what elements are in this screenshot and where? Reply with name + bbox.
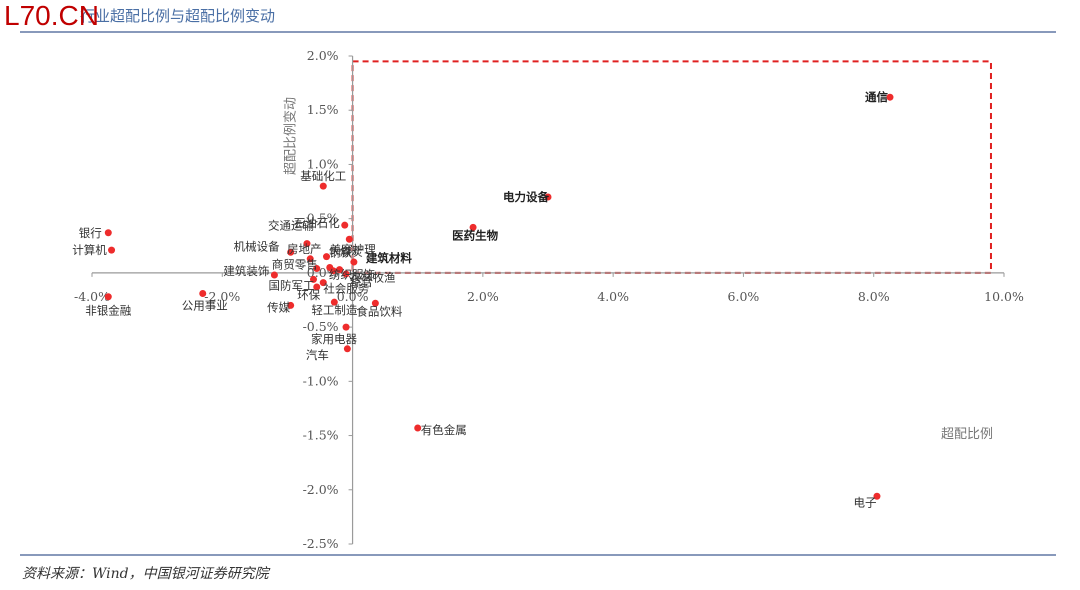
- point-label: 商贸零售: [272, 258, 318, 272]
- scatter-point: [350, 258, 358, 266]
- point-label: 传媒: [267, 300, 290, 314]
- x-axis-title: 超配比例: [941, 427, 993, 442]
- point-label: 交通运输: [268, 219, 314, 233]
- scatter-point: [319, 182, 327, 190]
- scatter-point: [270, 271, 278, 279]
- point-label: 国防军工: [268, 278, 314, 292]
- point-label: 农林牧渔: [350, 271, 396, 285]
- highlight-box-layer: [351, 60, 992, 274]
- points-layer: [104, 93, 894, 500]
- x-tick-label: 4.0%: [597, 289, 629, 304]
- x-tick-label: 0.0%: [337, 289, 369, 304]
- point-label: 电力设备: [503, 190, 549, 204]
- point-label: 通信: [865, 90, 888, 104]
- point-label: 煤炭: [340, 244, 363, 258]
- point-label: 银行: [79, 226, 102, 240]
- point-label: 轻工制造: [311, 303, 357, 317]
- scatter-point: [414, 424, 422, 432]
- scatter-point: [341, 221, 349, 229]
- point-label: 汽车: [306, 348, 329, 362]
- scatter-point: [343, 345, 351, 353]
- scatter-point: [371, 299, 379, 307]
- scatter-point: [287, 301, 295, 309]
- point-label: 钢铁: [329, 246, 352, 260]
- scatter-point: [313, 283, 321, 291]
- scatter-point: [287, 248, 295, 256]
- point-label: 石油石化: [294, 216, 340, 230]
- point-label: 房地产: [287, 242, 322, 256]
- point-label: 公用事业: [182, 298, 228, 312]
- x-tick-label: 10.0%: [984, 289, 1024, 304]
- y-tick-label: -1.0%: [303, 373, 339, 388]
- scatter-point: [544, 193, 552, 201]
- y-tick-label: 1.0%: [307, 156, 339, 171]
- scatter-point: [886, 93, 894, 101]
- scatter-point: [469, 223, 477, 231]
- point-label: 建筑装饰: [223, 264, 269, 278]
- scatter-point: [199, 289, 207, 297]
- y-tick-label: -2.5%: [303, 536, 339, 551]
- scatter-point: [309, 275, 317, 283]
- scatter-point: [329, 267, 337, 275]
- point-label: 机械设备: [234, 239, 280, 253]
- point-label: 医药生物: [452, 228, 498, 242]
- point-label: 电子: [853, 495, 876, 509]
- y-tick-label: -0.5%: [303, 319, 339, 334]
- scatter-point: [342, 270, 350, 278]
- y-tick-label: 2.0%: [307, 48, 339, 63]
- highlight-box: [351, 60, 992, 274]
- point-label: 基础化工: [300, 169, 346, 183]
- point-label: 食品饮料: [356, 304, 402, 318]
- scatter-point: [313, 265, 321, 273]
- scatter-point: [330, 298, 338, 306]
- point-label: 建筑材料: [366, 251, 412, 265]
- point-label: 美容护理: [330, 242, 376, 256]
- y-tick-label: -2.0%: [303, 482, 339, 497]
- point-label: 环保: [297, 288, 320, 302]
- scatter-point: [104, 293, 112, 301]
- x-tick-label: -2.0%: [204, 289, 240, 304]
- y-axis-title: 超配比例变动: [283, 97, 299, 175]
- scatter-point: [319, 279, 327, 287]
- scatter-point: [104, 229, 112, 237]
- source-note: 资料来源：Wind，中国银河证券研究院: [22, 566, 269, 582]
- point-label: 家用电器: [311, 332, 357, 346]
- scatter-point: [323, 253, 331, 261]
- figure-title: 行业超配比例与超配比例变动: [80, 7, 276, 25]
- y-tick-label: 0.5%: [307, 211, 339, 226]
- tick-labels-layer: 2.0% 1.5% 1.0% 0.5% 0.0% -0.5% -1.0% -1.5% -2.0%…: [74, 48, 1024, 551]
- point-label: 综合: [350, 275, 373, 289]
- scatter-point: [342, 323, 350, 331]
- y-tick-label: -1.5%: [303, 428, 339, 443]
- header: 行业超配比例与超配比例变动 L70.CN: [0, 0, 1080, 32]
- x-tick-label: -4.0%: [74, 289, 110, 304]
- top-rule: [20, 31, 1056, 33]
- scatter-point: [336, 266, 344, 274]
- y-tick-label: 1.5%: [307, 102, 339, 117]
- watermark-logo: L70.CN: [4, 0, 99, 31]
- x-tick-label: 2.0%: [467, 289, 499, 304]
- scatter-point: [306, 255, 314, 263]
- point-label: 纺织服饰: [329, 268, 375, 282]
- point-label: 社会服务: [323, 282, 369, 296]
- scatter-point: [108, 246, 116, 254]
- scatter-point: [303, 240, 311, 248]
- scatter-point: [345, 235, 353, 243]
- point-label: 非银金融: [85, 304, 131, 318]
- bottom-rule: [20, 554, 1056, 556]
- x-tick-label: 6.0%: [728, 289, 760, 304]
- x-tick-label: 8.0%: [858, 289, 890, 304]
- point-label: 计算机: [72, 243, 107, 257]
- scatter-point: [873, 492, 881, 500]
- point-label: 有色金属: [421, 423, 467, 437]
